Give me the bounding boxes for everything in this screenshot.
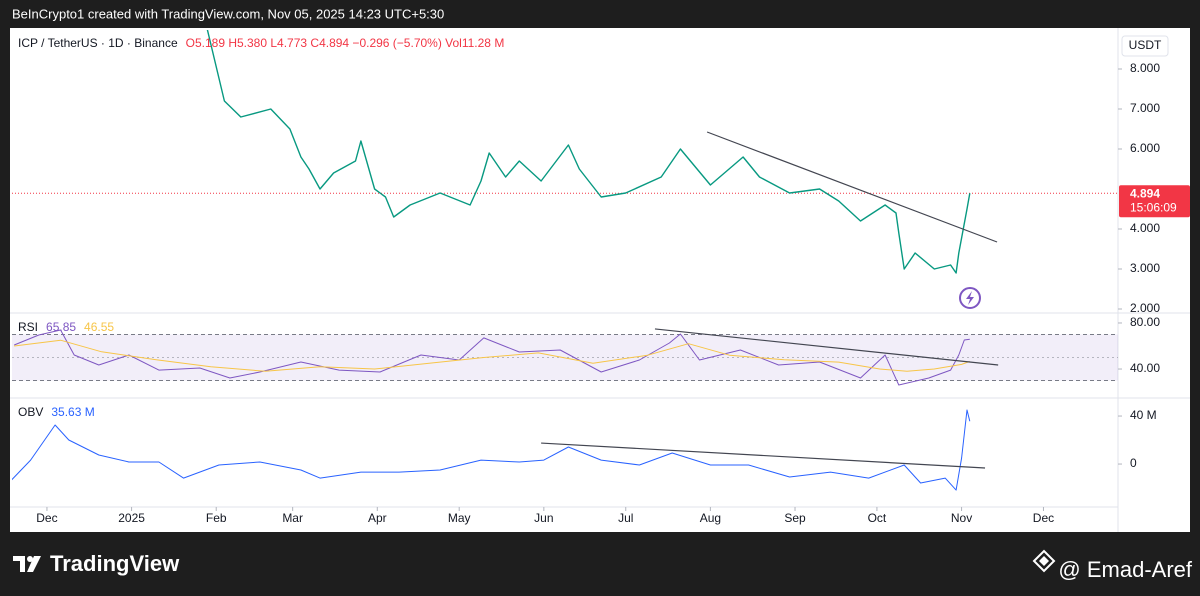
pane — [12, 30, 1118, 274]
x-tick-label: Oct — [868, 511, 887, 525]
brand: TradingView — [50, 551, 180, 576]
alert-icon — [959, 287, 981, 309]
credit: @ Emad-Aref — [1058, 557, 1192, 582]
x-tick-label: 2025 — [118, 511, 145, 525]
x-tick-label: Feb — [206, 511, 227, 525]
last-price-box — [1119, 185, 1190, 218]
trendline — [706, 131, 998, 243]
trendline — [654, 328, 999, 366]
header: BeInCrypto1 created with TradingView.com… — [12, 6, 444, 21]
x-tick-label: Dec — [36, 511, 57, 525]
brand-logo — [13, 556, 41, 572]
series-line — [12, 409, 971, 491]
x-tick-label: Aug — [700, 511, 721, 525]
chart-frame — [10, 28, 1190, 532]
ohlc-legend: O5.189 H5.380 L4.773 C4.894 −0.296 (−5.7… — [186, 36, 505, 50]
unit-box — [1121, 35, 1169, 57]
trendline — [541, 442, 986, 469]
x-tick-label: Sep — [784, 511, 806, 525]
y-tick-label: 2.000 — [1130, 301, 1160, 315]
pane — [12, 409, 986, 491]
x-tick-label: Apr — [368, 511, 387, 525]
series-line — [14, 339, 970, 372]
y-tick-label: 7.000 — [1130, 101, 1160, 115]
y-tick-label: 8.000 — [1130, 61, 1160, 75]
y-tick-label: 6.000 — [1130, 141, 1160, 155]
credit-icon — [1032, 549, 1056, 573]
x-tick-label: Jun — [534, 511, 553, 525]
y-tick-label: 3.000 — [1130, 261, 1160, 275]
y-tick-label: 0 — [1130, 456, 1137, 470]
pane-title: ICP / TetherUS · 1D · Binance — [18, 36, 178, 50]
unit-label: USDT — [1129, 38, 1162, 52]
y-tick-label: 80.00 — [1130, 315, 1160, 329]
x-tick-label: Dec — [1033, 511, 1054, 525]
pane-title: RSI — [18, 320, 38, 334]
series-line — [206, 30, 971, 274]
x-tick-label: May — [448, 511, 471, 525]
indicator-value: 65.85 — [46, 320, 76, 334]
countdown: 15:06:09 — [1130, 200, 1177, 214]
indicator-value: 46.55 — [84, 320, 114, 334]
pane-title: OBV — [18, 405, 43, 419]
y-tick-label: 40 M — [1130, 408, 1157, 422]
x-tick-label: Mar — [282, 511, 303, 525]
pane — [12, 328, 1118, 386]
last-price-label: 4.894 — [1130, 186, 1160, 200]
x-tick-label: Jul — [618, 511, 633, 525]
y-tick-label: 40.00 — [1130, 361, 1160, 375]
y-tick-label: 4.000 — [1130, 221, 1160, 235]
x-tick-label: Nov — [951, 511, 972, 525]
indicator-value: 35.63 M — [51, 405, 94, 419]
